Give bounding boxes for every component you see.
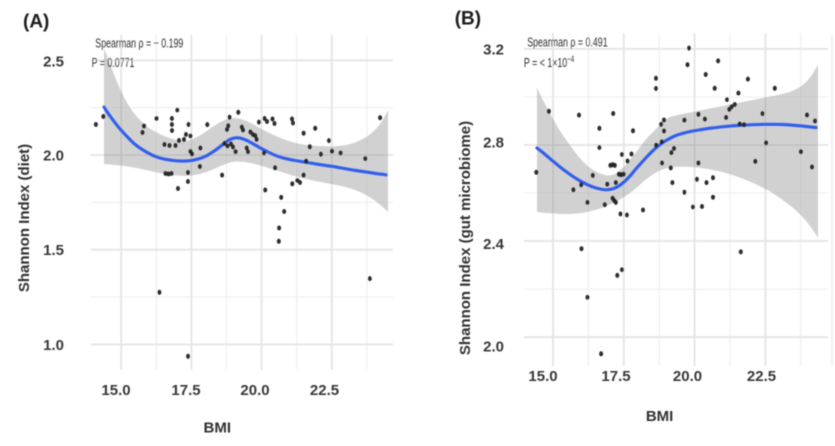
svg-text:Shannon Index (diet): Shannon Index (diet): [16, 144, 33, 292]
svg-text:(A): (A): [23, 12, 49, 33]
svg-text:P = < 1×10−4: P = < 1×10−4: [524, 54, 575, 71]
svg-text:20.0: 20.0: [673, 368, 702, 385]
svg-text:Shannon Index (gut microbiome): Shannon Index (gut microbiome): [457, 121, 474, 355]
svg-text:1.0: 1.0: [43, 337, 64, 354]
svg-text:Spearman ρ = − 0.199: Spearman ρ = − 0.199: [95, 37, 183, 51]
svg-text:2.0: 2.0: [43, 148, 64, 165]
svg-text:BMI: BMI: [204, 420, 232, 437]
svg-text:2.0: 2.0: [483, 338, 504, 355]
svg-text:BMI: BMI: [646, 408, 674, 425]
svg-text:P = 0.0771: P = 0.0771: [92, 56, 135, 70]
svg-text:(B): (B): [455, 9, 481, 30]
svg-text:15.0: 15.0: [528, 368, 557, 385]
svg-text:22.5: 22.5: [747, 368, 776, 385]
svg-text:2.8: 2.8: [483, 135, 504, 152]
svg-text:22.5: 22.5: [310, 382, 339, 399]
svg-text:3.2: 3.2: [483, 42, 504, 59]
svg-text:17.5: 17.5: [171, 382, 200, 399]
svg-text:Spearman ρ = 0.491: Spearman ρ = 0.491: [527, 36, 607, 50]
svg-text:20.0: 20.0: [240, 382, 269, 399]
svg-text:2.5: 2.5: [43, 54, 64, 71]
svg-text:15.0: 15.0: [101, 382, 130, 399]
svg-text:2.4: 2.4: [483, 236, 505, 253]
svg-text:17.5: 17.5: [601, 368, 630, 385]
svg-text:1.5: 1.5: [43, 242, 64, 259]
